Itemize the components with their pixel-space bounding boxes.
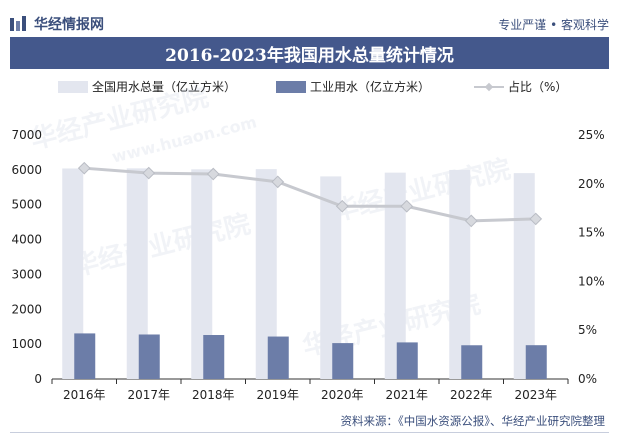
- bar-industrial: [138, 334, 160, 379]
- legend-label-ratio: 占比（%）: [508, 80, 568, 94]
- ratio-line: [84, 166, 536, 223]
- y-tick-label-left: 1000: [11, 337, 42, 351]
- y-tick-label-left: 7000: [11, 128, 42, 142]
- y-tick-label-left: 0: [34, 372, 42, 386]
- ratio-point: [335, 199, 349, 213]
- y-tick-label-right: 10%: [578, 274, 605, 288]
- ratio-point: [77, 161, 91, 175]
- y-tick-label-right: 15%: [578, 226, 605, 240]
- bar-industrial: [461, 345, 483, 379]
- ratio-point: [206, 167, 220, 181]
- x-tick-label: 2022年: [450, 388, 493, 402]
- legend-label-industrial: 工业用水（亿立方米）: [310, 80, 431, 94]
- y-tick-label-right: 0%: [578, 372, 597, 386]
- x-tick-label: 2019年: [256, 388, 299, 402]
- bar-total: [449, 169, 471, 379]
- bar-total: [384, 172, 406, 379]
- bar-total: [191, 169, 213, 379]
- legend-swatch-industrial: [276, 80, 306, 93]
- bar-industrial: [332, 343, 354, 379]
- bar-industrial: [396, 342, 418, 379]
- y-tick-label-left: 2000: [11, 302, 42, 316]
- x-tick-label: 2020年: [321, 388, 364, 402]
- legend-item-ratio[interactable]: 占比（%）: [474, 78, 567, 95]
- source-note: 资料来源：《中国水资源公报》、华经产业研究院整理: [340, 414, 606, 428]
- bar-total: [126, 168, 148, 379]
- bar-industrial: [267, 336, 289, 379]
- legend-label-total: 全国用水总量（亿立方米）: [92, 80, 237, 94]
- x-tick-label: 2017年: [127, 388, 170, 402]
- bar-total: [320, 176, 342, 379]
- tagline: 专业严谨 • 客观科学: [498, 18, 609, 32]
- x-tick-label: 2023年: [514, 388, 557, 402]
- bar-total: [62, 168, 84, 379]
- bar-total: [255, 169, 277, 379]
- y-tick-label-right: 25%: [578, 128, 605, 142]
- y-tick-label-left: 5000: [11, 198, 42, 212]
- y-tick-label-left: 6000: [11, 163, 42, 177]
- x-tick-label: 2016年: [63, 388, 106, 402]
- legend-swatch-ratio: [474, 81, 504, 93]
- y-tick-label-left: 3000: [11, 267, 42, 281]
- chart-title: 2016-2023年我国用水总量统计情况: [165, 45, 454, 66]
- header-bar: 华经情报网 专业严谨 • 客观科学: [10, 12, 609, 34]
- title-band: 2016-2023年我国用水总量统计情况: [10, 37, 609, 69]
- logo[interactable]: 华经情报网: [10, 14, 104, 34]
- y-tick-label-right: 5%: [578, 323, 597, 337]
- y-tick-label-right: 20%: [578, 177, 605, 191]
- legend-item-total[interactable]: 全国用水总量（亿立方米）: [58, 78, 236, 95]
- logo-icon: [10, 16, 26, 31]
- ratio-point: [400, 199, 414, 213]
- legend-item-industrial[interactable]: 工业用水（亿立方米）: [276, 78, 430, 95]
- legend: 全国用水总量（亿立方米） 工业用水（亿立方米） 占比（%）: [10, 76, 609, 98]
- ratio-point: [529, 212, 543, 226]
- bar-industrial: [203, 335, 225, 379]
- x-tick-label: 2018年: [192, 388, 235, 402]
- legend-swatch-total: [58, 80, 88, 93]
- bar-industrial: [74, 333, 96, 379]
- ratio-point: [142, 166, 156, 180]
- y-tick-label-left: 4000: [11, 233, 42, 247]
- x-tick-label: 2021年: [385, 388, 428, 402]
- bar-total: [513, 173, 535, 379]
- ratio-point: [271, 175, 285, 189]
- logo-text: 华经情报网: [34, 17, 104, 33]
- ratio-point: [464, 214, 478, 228]
- bottom-divider: [10, 432, 609, 433]
- bar-industrial: [525, 345, 547, 379]
